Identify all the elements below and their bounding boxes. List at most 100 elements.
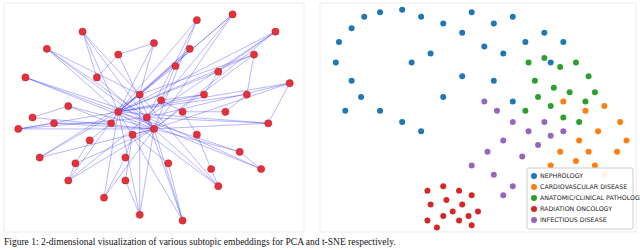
edge bbox=[268, 83, 289, 123]
point bbox=[459, 202, 465, 208]
node bbox=[136, 91, 143, 98]
legend-label: INFECTIOUS DISEASE bbox=[540, 216, 607, 223]
node bbox=[29, 114, 36, 121]
edge bbox=[140, 55, 254, 95]
edge bbox=[118, 32, 275, 112]
point bbox=[557, 64, 563, 70]
node bbox=[15, 125, 22, 132]
point bbox=[494, 108, 500, 114]
edge bbox=[104, 129, 154, 198]
point bbox=[614, 149, 620, 155]
node bbox=[150, 125, 157, 132]
edge bbox=[225, 95, 246, 112]
node bbox=[193, 131, 200, 138]
point bbox=[481, 98, 487, 104]
point bbox=[560, 39, 566, 45]
point bbox=[358, 94, 364, 100]
point bbox=[349, 25, 355, 31]
node bbox=[122, 177, 129, 184]
node bbox=[22, 74, 29, 81]
edge bbox=[104, 158, 125, 198]
edge bbox=[147, 32, 276, 118]
point bbox=[519, 153, 525, 159]
node bbox=[129, 131, 136, 138]
edge bbox=[133, 135, 169, 164]
node bbox=[179, 108, 186, 115]
edge bbox=[25, 77, 118, 111]
edge bbox=[97, 55, 118, 78]
node bbox=[243, 91, 250, 98]
node bbox=[200, 91, 207, 98]
node bbox=[43, 45, 50, 52]
point bbox=[500, 137, 506, 143]
node bbox=[122, 154, 129, 161]
edge bbox=[240, 152, 261, 169]
edge bbox=[33, 118, 154, 129]
node bbox=[193, 17, 200, 24]
node bbox=[72, 160, 79, 167]
point bbox=[459, 30, 465, 36]
edge bbox=[83, 32, 119, 112]
point bbox=[491, 172, 497, 178]
node bbox=[222, 108, 229, 115]
point bbox=[466, 213, 472, 219]
edge bbox=[183, 112, 197, 135]
edge bbox=[140, 14, 233, 94]
edge bbox=[140, 95, 219, 187]
edge bbox=[147, 118, 268, 124]
edge bbox=[118, 20, 197, 112]
node bbox=[215, 183, 222, 190]
legend-label: NEPHROLOGY bbox=[540, 172, 583, 179]
edge bbox=[83, 32, 140, 95]
edge bbox=[154, 129, 183, 221]
point bbox=[440, 183, 446, 189]
point bbox=[582, 98, 588, 104]
edge bbox=[168, 163, 182, 220]
point bbox=[560, 115, 566, 121]
point bbox=[399, 7, 405, 13]
edge bbox=[68, 129, 154, 181]
node bbox=[108, 120, 115, 127]
node bbox=[143, 114, 150, 121]
edge bbox=[183, 111, 226, 112]
point bbox=[361, 14, 367, 20]
marks bbox=[15, 11, 294, 224]
node bbox=[165, 160, 172, 167]
point bbox=[560, 98, 566, 104]
node bbox=[258, 165, 265, 172]
panel-1: NEPHROLOGYCARDIOVASCULAR DISEASEANATOMIC… bbox=[320, 3, 640, 232]
node bbox=[79, 28, 86, 35]
point bbox=[510, 119, 516, 125]
node bbox=[229, 11, 236, 18]
point bbox=[440, 213, 446, 219]
edge bbox=[18, 118, 147, 129]
point bbox=[418, 14, 424, 20]
edge bbox=[68, 106, 111, 123]
point bbox=[409, 60, 415, 66]
point bbox=[624, 137, 630, 143]
point bbox=[424, 188, 430, 194]
point bbox=[500, 50, 506, 56]
point bbox=[469, 222, 475, 228]
point bbox=[336, 39, 342, 45]
edge bbox=[147, 83, 290, 117]
point bbox=[541, 30, 547, 36]
plot-frame bbox=[4, 3, 304, 232]
point bbox=[481, 44, 487, 50]
legend-swatch bbox=[531, 173, 537, 179]
edge bbox=[154, 83, 290, 129]
node bbox=[136, 211, 143, 218]
edge bbox=[83, 32, 97, 78]
point bbox=[548, 103, 554, 109]
edge bbox=[154, 32, 275, 129]
point bbox=[522, 108, 528, 114]
edge bbox=[161, 95, 204, 101]
edge bbox=[147, 118, 261, 170]
edge bbox=[33, 106, 69, 117]
node bbox=[50, 120, 57, 127]
edge bbox=[47, 49, 140, 95]
point bbox=[595, 128, 601, 134]
point bbox=[586, 149, 592, 155]
point bbox=[526, 60, 532, 66]
node bbox=[272, 28, 279, 35]
